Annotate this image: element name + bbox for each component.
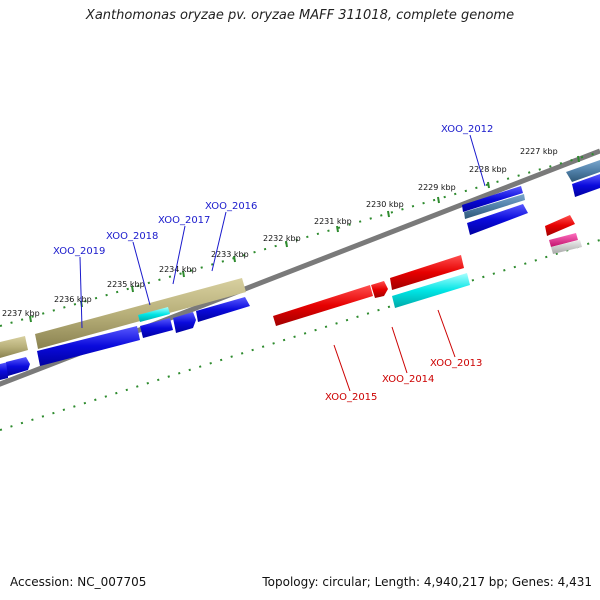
tick-2228 [487,181,490,189]
tick-2227 [577,155,580,163]
gene-olive-long [35,278,246,349]
gene-xoo-2017 [173,312,196,333]
leader-xoo-2015 [333,344,351,392]
tick-2237 [29,315,32,323]
leader-xoo-2019 [79,256,83,329]
gene-blue-left [6,357,30,376]
leader-xoo-2012 [469,134,486,187]
tick-label-2230: 2230 kbp [366,200,404,209]
tick-2232 [285,240,288,248]
gene-gray-right [551,240,582,254]
topology-text: Topology: circular; Length: 4,940,217 bp… [262,575,592,589]
gene-blue-right [572,174,600,197]
tick-labels: 2227 kbp 2228 kbp 2229 kbp 2230 kbp 2231… [2,147,558,318]
gene-xoo-2015 [273,285,373,326]
tick-label-2232: 2232 kbp [263,234,301,243]
gene-label-xoo-2013: XOO_2013 [430,358,482,369]
gene-xoo-2012-steel [464,194,525,219]
leader-xoo-2018 [132,241,151,306]
gene-red-small [371,281,388,298]
gene-xoo-2014 [390,255,464,290]
tick-2235 [131,285,134,293]
accession-text: Accession: NC_007705 [10,575,147,589]
tick-2234 [182,270,185,278]
tick-label-2229: 2229 kbp [418,183,456,192]
gene-xoo-2019 [140,318,173,338]
gene-label-xoo-2014: XOO_2014 [382,374,434,385]
gene-label-xoo-2018: XOO_2018 [106,231,158,242]
gene-steel-right [566,160,600,182]
gene-label-xoo-2019: XOO_2019 [53,246,105,257]
tick-2229 [437,196,440,204]
gene-olive-left [0,336,28,358]
tick-2233 [233,255,236,263]
tick-label-2231: 2231 kbp [314,217,352,226]
tick-label-2228: 2228 kbp [469,165,507,174]
tick-2231 [336,225,339,233]
gene-label-xoo-2015: XOO_2015 [325,392,377,403]
leader-xoo-2014 [391,326,408,374]
gene-xoo-2016 [196,297,250,322]
tick-label-2233: 2233 kbp [211,250,249,259]
tick-label-2234: 2234 kbp [159,265,197,274]
leader-xoo-2013 [437,309,456,358]
gene-xoo-2012 [462,186,523,212]
gene-blue-far-left [0,362,8,380]
gene-pink-right [549,233,578,247]
tick-label-2235: 2235 kbp [107,280,145,289]
inner-strand-genes [0,174,600,380]
tick-label-2227: 2227 kbp [520,147,558,156]
leader-xoo-2016 [211,211,227,272]
leader-xoo-2017 [172,225,186,285]
tick-2230 [387,210,390,218]
gene-blue-long [37,326,140,366]
gene-label-xoo-2016: XOO_2016 [205,201,257,212]
gene-red-right [545,215,575,236]
tick-label-2237: 2237 kbp [2,309,40,318]
gene-label-xoo-2012: XOO_2012 [441,124,493,135]
outer-strand-genes [0,160,600,358]
red-genes [273,215,582,326]
gene-xoo-2018 [138,307,170,322]
gene-xoo-2013 [392,273,470,308]
label-leaders [79,134,486,392]
gene-blue-mid [467,204,528,235]
gene-label-xoo-2017: XOO_2017 [158,215,210,226]
map-title: Xanthomonas oryzae pv. oryzae MAFF 31101… [85,8,515,23]
gene-labels: XOO_2012 XOO_2016 XOO_2017 XOO_2018 XOO_… [53,124,493,403]
tick-label-2236: 2236 kbp [54,295,92,304]
